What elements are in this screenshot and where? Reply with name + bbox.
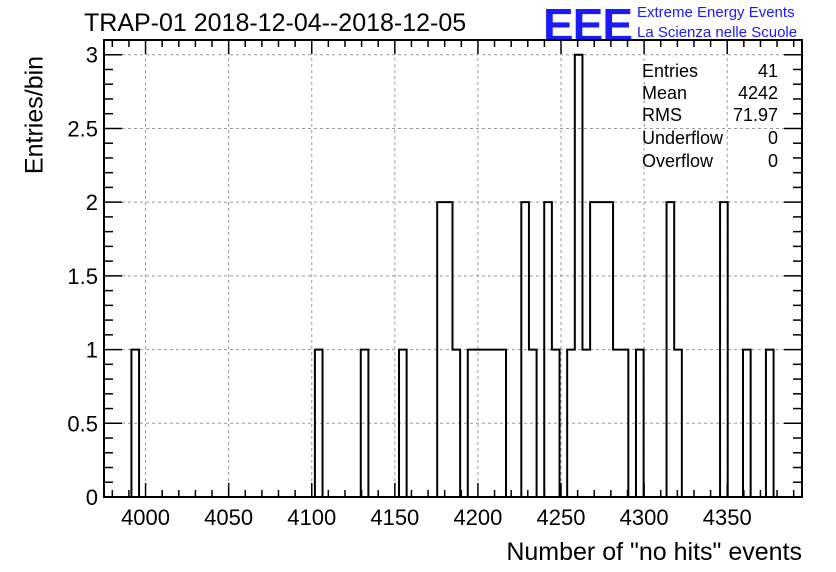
logo-text-line1: Extreme Energy Events — [637, 4, 795, 21]
x-tick-label: 4000 — [121, 505, 170, 530]
histogram-bin — [605, 202, 613, 497]
x-tick-label: 4350 — [703, 505, 752, 530]
histogram-bin — [475, 350, 483, 497]
y-tick-label: 2.5 — [67, 116, 98, 141]
plot-frame — [103, 39, 803, 498]
histogram-bin — [720, 202, 728, 497]
y-tick-label: 1.5 — [67, 264, 98, 289]
x-tick-label: 4300 — [620, 505, 669, 530]
histogram-bin — [483, 350, 491, 497]
y-tick-label: 3 — [86, 43, 98, 68]
stat-rms-label: RMS — [642, 105, 682, 125]
x-tick-label: 4100 — [287, 505, 336, 530]
stat-overflow-label: Overflow — [642, 151, 714, 171]
histogram-bin — [598, 202, 606, 497]
histogram-bin — [445, 202, 453, 497]
histogram-outline — [130, 53, 775, 497]
y-tick-label: 0.5 — [67, 411, 98, 436]
histogram-bin — [674, 350, 682, 497]
histogram-bin — [667, 202, 675, 497]
histogram-bin — [521, 202, 529, 497]
histogram-bin — [491, 350, 499, 497]
histogram-bin — [567, 350, 575, 497]
histogram-bin — [590, 202, 598, 497]
histogram-bin — [315, 350, 323, 497]
histogram-bin — [361, 350, 369, 497]
x-axis-label: Number of "no hits" events — [506, 538, 802, 566]
histogram-bin — [453, 350, 461, 497]
stat-rms-value: 71.97 — [732, 105, 778, 125]
histogram-bin — [766, 350, 774, 497]
logo-text-line2: La Scienza nelle Scuole — [637, 24, 798, 41]
histogram-bin — [437, 202, 445, 497]
stat-mean-label: Mean — [642, 83, 688, 103]
x-tick-label: 4200 — [453, 505, 502, 530]
histogram-bin — [399, 350, 407, 497]
histogram-bin — [131, 350, 139, 497]
histogram-bin — [743, 350, 751, 497]
histogram-bin — [498, 350, 506, 497]
x-tick-label: 4150 — [370, 505, 419, 530]
stat-overflow-value: 0 — [767, 151, 778, 171]
histogram-bin — [468, 350, 476, 497]
stat-underflow-label: Underflow — [642, 128, 724, 148]
stat-entries-label: Entries — [642, 61, 699, 81]
histogram-bin — [613, 350, 621, 497]
y-axis-label: Entries/bin — [20, 55, 49, 175]
stat-mean-value: 4242 — [737, 83, 778, 103]
y-tick-label: 1 — [86, 338, 98, 363]
histogram-bin — [575, 55, 583, 497]
histogram-bin — [552, 350, 560, 497]
histogram-bin — [529, 350, 537, 497]
y-tick-label: 2 — [86, 190, 98, 215]
x-tick-label: 4250 — [537, 505, 586, 530]
y-tick-label: 0 — [86, 485, 98, 510]
x-tick-label: 4050 — [204, 505, 253, 530]
histogram-bin — [544, 202, 552, 497]
histogram-bin — [582, 350, 590, 497]
stat-underflow-value: 0 — [767, 128, 778, 148]
chart-title: TRAP-01 2018-12-04--2018-12-05 — [84, 9, 467, 37]
stat-entries-value: 41 — [757, 61, 778, 81]
histogram-bin — [636, 350, 644, 497]
histogram-bin — [621, 350, 629, 497]
